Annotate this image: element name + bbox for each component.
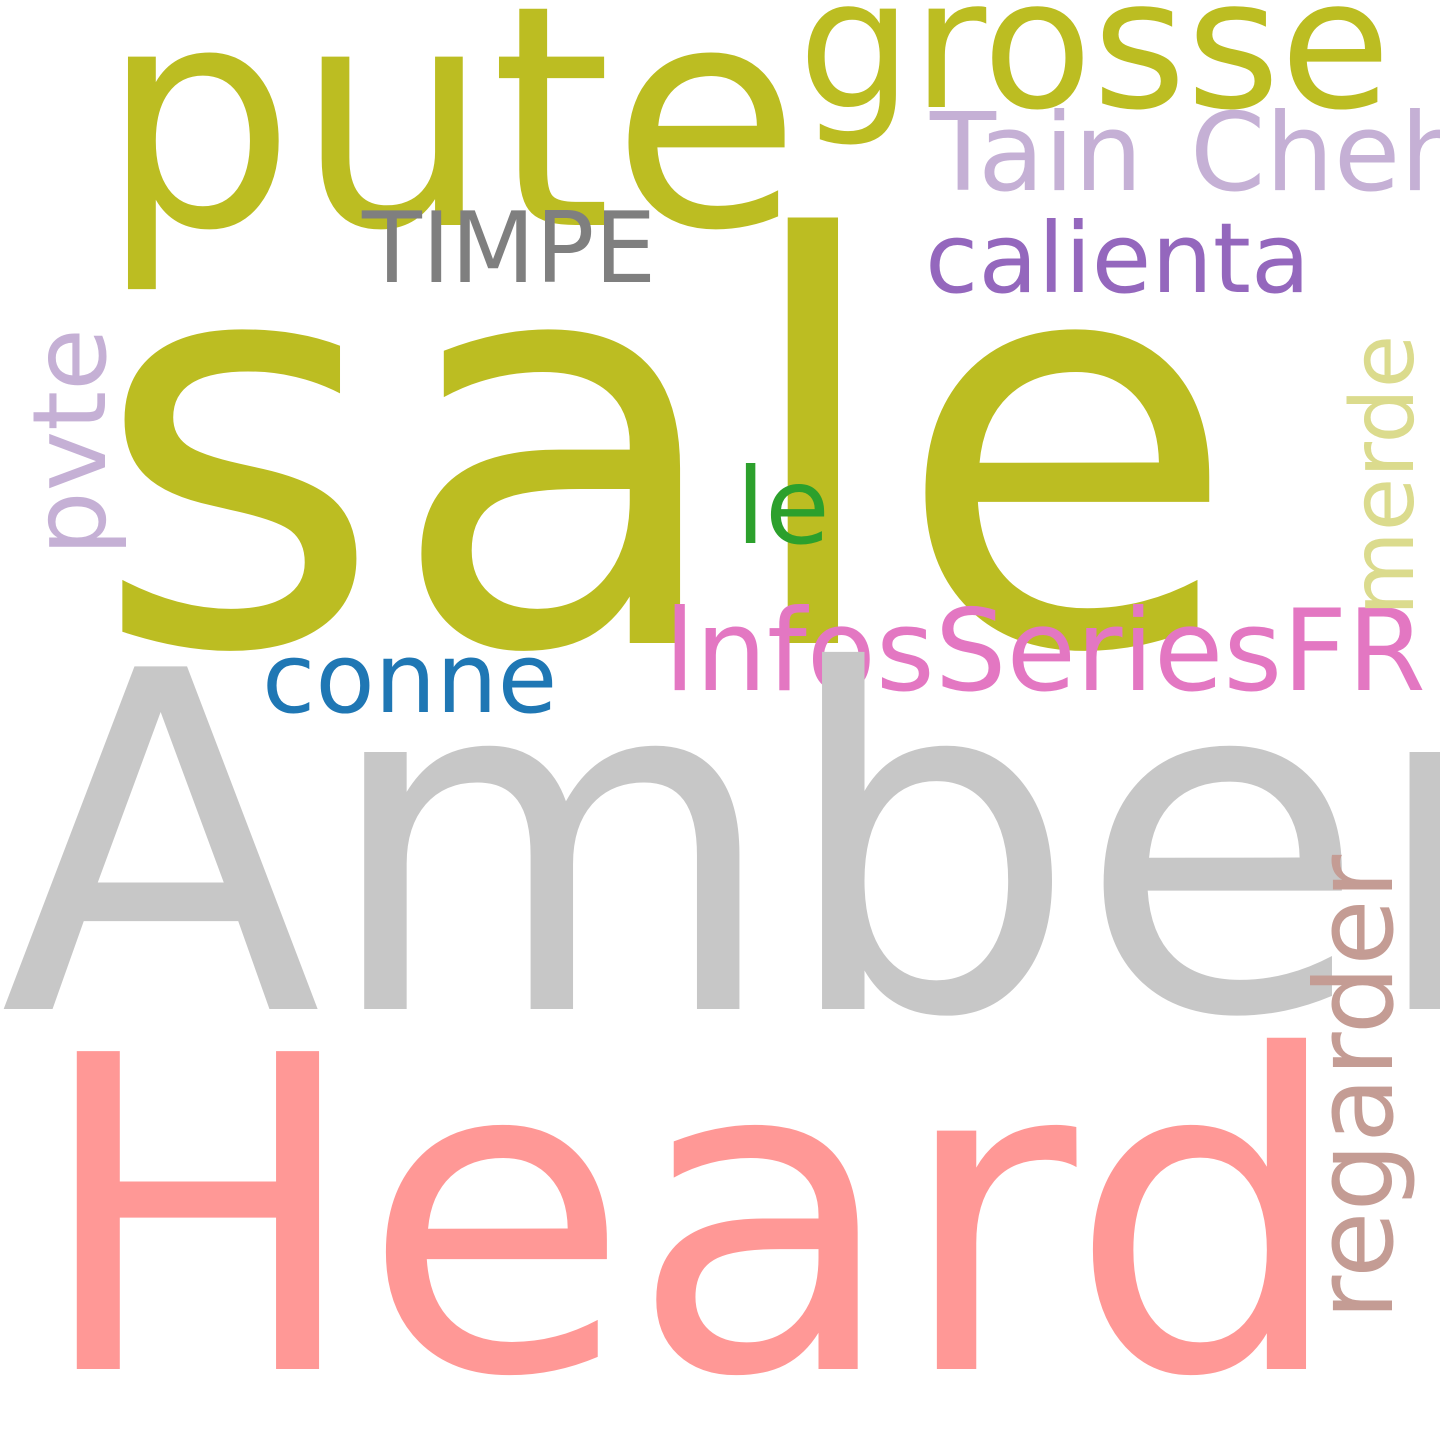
word-cheh: Cheh <box>1190 91 1440 216</box>
word-tain: Tain <box>930 91 1143 216</box>
word-pute: pute <box>100 0 801 298</box>
word-heard: Heard <box>34 964 1346 1440</box>
word-grosse: grosse <box>798 0 1391 150</box>
word-calienta: calienta <box>925 202 1311 315</box>
word-timpe: TIMPE <box>362 192 657 306</box>
word-le: le <box>736 446 830 568</box>
word-conne: conne <box>262 622 558 735</box>
word-infosseriesfr: lnfosSeriesFR <box>664 585 1426 717</box>
word-amber: Amber <box>0 573 1440 1120</box>
word-pvte: pvte <box>11 328 130 556</box>
word-sale: sale <box>92 124 1244 776</box>
